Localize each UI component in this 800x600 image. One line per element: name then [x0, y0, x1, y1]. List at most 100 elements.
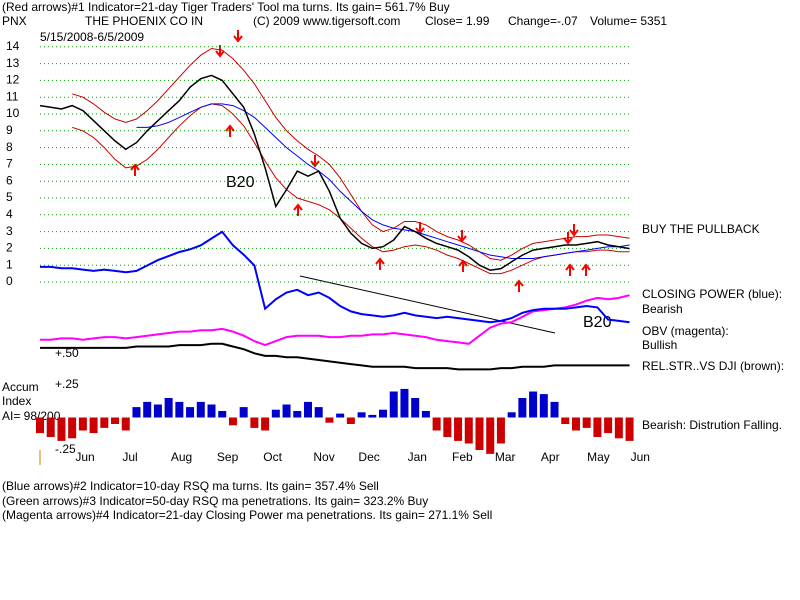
- accum-bar: [625, 417, 634, 441]
- accum-bar: [571, 417, 580, 431]
- y-tick-label: 1: [6, 257, 13, 271]
- accum-bar: [143, 401, 152, 418]
- footer-line: (Magenta arrows)#4 Indicator=21-day Clos…: [2, 508, 492, 522]
- annotation: Bearish: Distrution Falling.: [642, 418, 782, 432]
- accum-bar: [46, 417, 55, 437]
- y-tick-label: 9: [6, 123, 13, 137]
- symbol: PNX: [2, 14, 27, 28]
- accum-bar: [57, 417, 66, 441]
- footer-line: (Blue arrows)#2 Indicator=10-day RSQ ma …: [2, 479, 379, 493]
- y-tick-label: +.25: [55, 377, 79, 391]
- accum-bar: [36, 417, 44, 434]
- accum-bar: [529, 391, 538, 418]
- x-tick-label: Jul: [122, 450, 137, 464]
- label: Index: [2, 394, 31, 408]
- x-tick-label: Dec: [358, 450, 379, 464]
- accum-bar: [464, 417, 473, 444]
- series-line: [72, 47, 630, 261]
- accum-bar: [507, 412, 516, 418]
- accum-bar: [411, 398, 420, 418]
- accum-bar: [250, 417, 259, 428]
- annotation: Bearish: [642, 302, 683, 316]
- x-tick-label: Mar: [495, 450, 516, 464]
- x-tick-label: Jun: [75, 450, 94, 464]
- accum-bar: [186, 407, 195, 418]
- x-tick-label: Feb: [452, 450, 473, 464]
- y-tick-label: 8: [6, 140, 13, 154]
- accum-bar: [550, 401, 559, 418]
- company: THE PHOENIX CO IN: [85, 14, 203, 28]
- accum-bar: [207, 404, 216, 418]
- y-tick-label: 13: [6, 56, 20, 70]
- y-tick-label: 11: [6, 89, 19, 103]
- annotation: +.50: [55, 346, 79, 360]
- accum-bar: [239, 407, 248, 418]
- y-tick-label: 2: [6, 241, 13, 255]
- accum-bar: [486, 417, 495, 454]
- x-tick-label: Jun: [631, 450, 650, 464]
- accum-bar: [593, 417, 602, 437]
- accum-bar: [346, 417, 355, 424]
- trend-line: [299, 275, 556, 334]
- accum-bar: [111, 417, 120, 424]
- y-tick-label: -.25: [55, 442, 76, 456]
- accum-bar: [121, 417, 130, 431]
- date-range: 5/15/2008-6/5/2009: [40, 30, 144, 44]
- change: Change=-.07: [508, 14, 578, 28]
- accum-bar: [196, 401, 205, 418]
- annotation: BUY THE PULLBACK: [642, 222, 760, 236]
- accum-bar: [518, 398, 527, 418]
- series-line: [40, 342, 630, 371]
- accum-bar: [89, 417, 98, 434]
- accum-bar: [164, 398, 173, 418]
- x-tick-label: Jan: [408, 450, 427, 464]
- header-line: (Red arrows)#1 Indicator=21-day Tiger Tr…: [2, 0, 450, 14]
- y-tick-label: 10: [6, 106, 20, 120]
- accum-bar: [78, 417, 87, 431]
- x-tick-label: Sep: [217, 450, 239, 464]
- accum-bar: [282, 404, 291, 418]
- accum-bar: [132, 407, 141, 418]
- accum-bar: [379, 409, 388, 418]
- accum-bar: [421, 411, 430, 418]
- y-tick-label: 4: [6, 207, 13, 221]
- accum-bar: [314, 407, 323, 418]
- accum-bar: [336, 413, 345, 418]
- accum-bar: [175, 401, 184, 418]
- accum-bar: [443, 417, 452, 437]
- y-tick-label: 14: [6, 39, 20, 53]
- accum-bar: [218, 411, 227, 418]
- volume: Volume= 5351: [590, 14, 667, 28]
- annotation: OBV (magenta):: [642, 324, 729, 338]
- accum-bar: [539, 394, 548, 418]
- y-tick-label: 5: [6, 190, 13, 204]
- footer-line: (Green arrows)#3 Indicator=50-day RSQ ma…: [2, 494, 428, 508]
- accum-bar: [68, 417, 77, 439]
- accum-bar: [303, 401, 312, 418]
- accum-bar: [604, 417, 613, 434]
- accum-bar: [582, 417, 591, 428]
- y-tick-label: 3: [6, 224, 13, 238]
- accum-bar: [325, 417, 334, 423]
- x-tick-label: May: [587, 450, 610, 464]
- accum-bar: [475, 417, 484, 450]
- accum-bar: [293, 411, 302, 418]
- label: Accum: [2, 380, 39, 394]
- accum-bar: [561, 417, 570, 424]
- accum-bar: [454, 417, 463, 441]
- accum-bar: [389, 391, 398, 418]
- y-tick-label: 0: [6, 274, 13, 288]
- series-line: [40, 230, 630, 324]
- series-line: [40, 294, 630, 347]
- annotation: Bullish: [642, 338, 677, 352]
- x-tick-label: Apr: [541, 450, 560, 464]
- accum-bar: [153, 404, 162, 418]
- annotation: B20: [583, 314, 612, 331]
- signal-arrows: [130, 30, 591, 292]
- series-line: [72, 103, 630, 275]
- accum-bar: [261, 417, 270, 431]
- accum-bar: [100, 417, 109, 428]
- accum-bar: [357, 412, 366, 418]
